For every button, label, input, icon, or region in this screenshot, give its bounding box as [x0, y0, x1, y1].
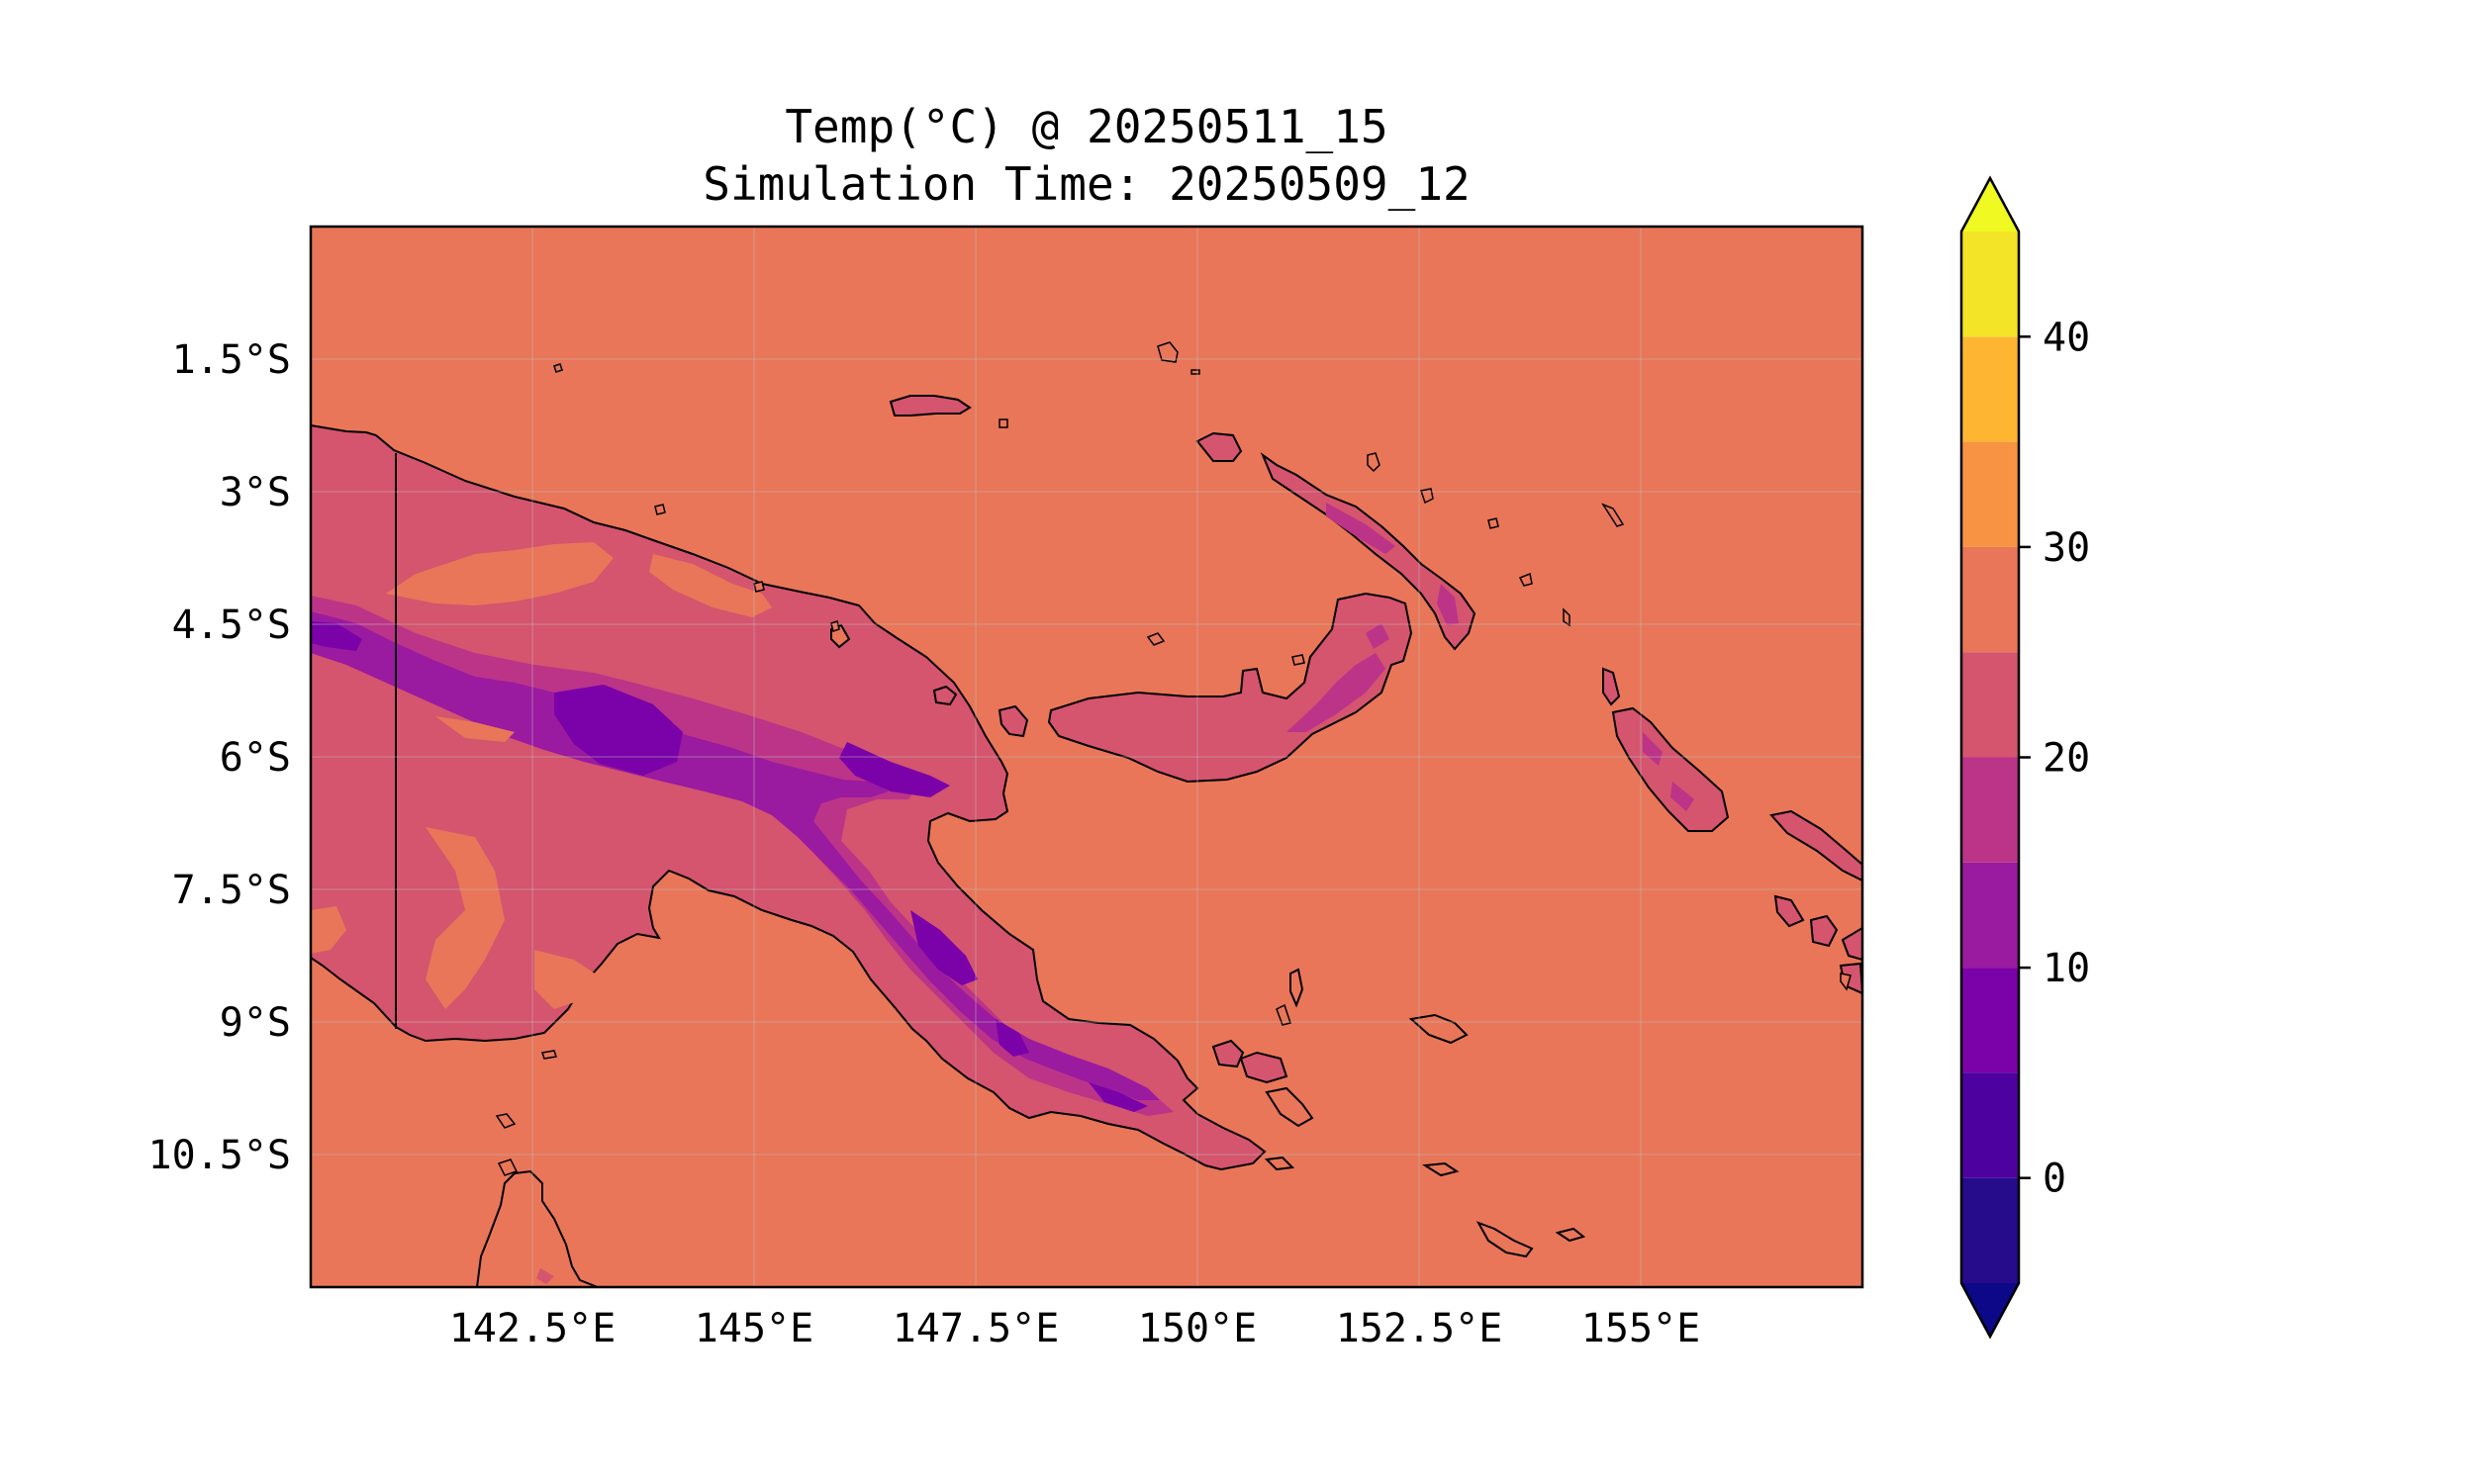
sudest-island	[1555, 1227, 1586, 1243]
y-tick-label: 10.5°S	[148, 1133, 292, 1178]
map-frame	[309, 225, 1864, 1289]
small-island-south	[1264, 1156, 1295, 1171]
colorbar-segment	[1961, 968, 2019, 1073]
colorbar-segment	[1961, 1177, 2019, 1283]
peaks-5-10	[311, 621, 1148, 1112]
kolombangara	[1809, 914, 1839, 948]
colorbar-segment	[1961, 336, 2019, 442]
colorbar-tick-label: 20	[2043, 736, 2090, 782]
colorbar-tick-label: 10	[2043, 946, 2090, 991]
x-axis-labels: 142.5°E 145°E 147.5°E 150°E 152.5°E 155°E	[449, 1306, 1701, 1351]
karkar-island	[932, 685, 958, 706]
small-island-h	[1563, 607, 1570, 627]
small-island-o	[495, 1113, 517, 1129]
small-island-s	[553, 363, 563, 373]
small-island-m	[1291, 654, 1305, 666]
bougainville	[1611, 706, 1730, 832]
y-axis-labels: 1.5°S 3°S 4.5°S 6°S 7.5°S 9°S 10.5°S	[148, 337, 292, 1178]
new-britain-peaks-2	[1366, 623, 1389, 649]
map-title: Temp(°C) @ 20250511_15	[785, 100, 1388, 153]
map-subtitle: Simulation Time: 20250509_12	[703, 157, 1471, 211]
small-island-n	[1276, 1003, 1291, 1026]
colorbar-extend-max	[1961, 178, 2019, 232]
colorbar-segment	[1961, 232, 2019, 337]
lowland-25-30-pockets	[311, 542, 772, 1009]
y-tick-label: 9°S	[220, 1000, 291, 1046]
colorbar-ticks: 0 10 20 30 40	[2019, 315, 2090, 1202]
colorbar-extend-min	[1961, 1283, 2019, 1337]
small-island-r	[654, 504, 666, 515]
choiseul	[1769, 809, 1862, 882]
x-tick-label: 155°E	[1581, 1306, 1700, 1351]
x-tick-label: 150°E	[1138, 1306, 1257, 1351]
small-island-i	[999, 418, 1008, 428]
highlands-15-20	[311, 596, 1174, 1116]
small-island-d	[1420, 488, 1434, 505]
x-tick-label: 145°E	[695, 1306, 813, 1351]
highlands-10-15	[311, 611, 1160, 1100]
small-island-c	[1367, 452, 1380, 473]
new-ireland-peaks-2	[1437, 584, 1459, 625]
colorbar-tick-label: 40	[2043, 315, 2090, 360]
colorbar-tick-label: 0	[2043, 1157, 2066, 1202]
colorbar-segment	[1961, 546, 2019, 653]
new-britain	[1047, 592, 1413, 784]
colorbar-segment	[1961, 862, 2019, 969]
x-tick-label: 142.5°E	[449, 1306, 617, 1351]
y-tick-label: 6°S	[220, 735, 291, 781]
y-tick-label: 3°S	[220, 470, 291, 515]
small-island-e	[1601, 503, 1625, 527]
small-island-g	[1518, 572, 1533, 587]
small-island-l	[1146, 632, 1166, 646]
manus-island	[889, 395, 972, 417]
colorbar-segment	[1961, 757, 2019, 863]
small-island-f	[1487, 517, 1499, 529]
map-area	[311, 227, 1862, 1287]
small-island-b	[1190, 369, 1200, 375]
small-island-j	[830, 620, 840, 632]
buka-island	[1602, 667, 1621, 706]
kiriwina	[1289, 968, 1304, 1008]
colorbar-outline	[1959, 175, 2021, 1340]
goodenough-island	[1265, 1086, 1314, 1128]
colorbar-segment	[1961, 1072, 2019, 1178]
small-island-q	[541, 1050, 557, 1060]
colorbar	[1959, 175, 2021, 1340]
colorbar-segment	[1961, 652, 2019, 758]
long-island	[998, 704, 1029, 738]
y-tick-label: 1.5°S	[172, 337, 291, 383]
woodlark-island	[1408, 1013, 1469, 1045]
santa-isabel-tip	[1841, 926, 1862, 962]
y-tick-label: 4.5°S	[172, 603, 291, 648]
cape-york-inland	[536, 1268, 554, 1284]
y-tick-label: 7.5°S	[172, 868, 291, 913]
new-hanover	[1195, 431, 1243, 462]
small-island-a	[1157, 341, 1179, 363]
bougainville-peaks	[1643, 732, 1694, 811]
new-britain-peaks	[1286, 653, 1385, 732]
colorbar-segment	[1961, 441, 2019, 547]
new-ireland-peaks	[1326, 503, 1395, 554]
fergusson-island	[1211, 1039, 1245, 1068]
small-island-k	[753, 581, 765, 593]
cape-york-land	[475, 1169, 599, 1287]
gridlines	[311, 227, 1862, 1287]
small-island-p	[497, 1159, 519, 1176]
x-tick-label: 147.5°E	[893, 1306, 1060, 1351]
normanby-island	[1239, 1051, 1288, 1084]
misima-island	[1421, 1161, 1460, 1177]
x-tick-label: 152.5°E	[1336, 1306, 1503, 1351]
small-island-t	[1840, 973, 1852, 991]
new-georgia	[1773, 894, 1805, 928]
rossel-island	[1475, 1221, 1534, 1258]
colorbar-tick-label: 30	[2043, 525, 2090, 571]
